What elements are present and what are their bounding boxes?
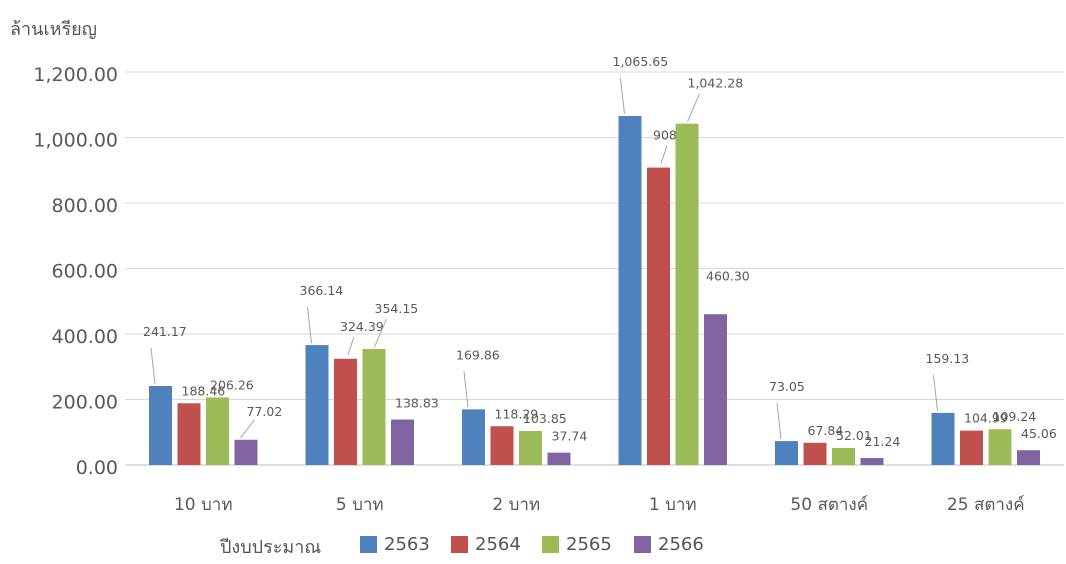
bar [547,452,571,465]
data-label: 77.02 [247,404,283,419]
data-label: 21.24 [865,434,901,449]
data-label: 206.26 [210,377,254,392]
bar [234,439,258,465]
legend-item-2566: 2566 [634,534,704,555]
bar [960,430,983,465]
data-label-leader [620,77,625,115]
data-label: 1,065.65 [613,54,669,69]
data-label: 241.17 [143,324,187,339]
legend: ปีงบประมาณ 2563 2564 2565 2566 [0,534,1066,564]
x-tick-label: 50 สตางค์ [790,495,868,515]
data-label: 1,042.28 [688,76,744,91]
bar [305,345,329,465]
data-label-leader [240,419,255,439]
data-label: 138.83 [395,396,439,411]
legend-item-2564: 2564 [451,534,521,555]
data-label-leader [150,347,156,385]
y-tick-label: 800.00 [52,195,118,217]
legend-swatch-2563 [360,536,377,553]
data-label-leader [374,318,387,348]
data-label: 324.39 [340,319,384,334]
x-tick-label: 2 บาท [492,495,540,515]
data-label: 67.84 [808,423,844,438]
data-label: 460.30 [706,268,750,283]
y-axis-label: ล้านเหรียญ [10,19,98,40]
x-tick-label: 1 บาท [649,495,697,515]
x-tick-label: 25 สตางค์ [947,495,1025,515]
bar [334,358,357,465]
bar [675,123,699,466]
data-label-leader [933,374,938,411]
bar [618,115,642,465]
bar [988,429,1012,465]
legend-swatch-2566 [634,536,651,553]
legend-label-2563: 2563 [384,534,430,555]
bar [931,412,955,465]
data-label: 169.86 [456,347,500,362]
data-label-leader [776,403,782,440]
y-tick-label: 1,200.00 [33,64,118,86]
bar [490,426,514,465]
legend-item-2565: 2565 [542,534,612,555]
x-tick-label: 5 บาท [336,495,384,515]
data-label-leader [463,371,469,408]
data-label: 103.85 [523,411,567,426]
bar [462,409,485,465]
data-label: 109.24 [993,409,1037,424]
y-tick-label: 1,000.00 [33,130,118,152]
y-tick-label: 200.00 [52,392,118,414]
x-tick-label: 10 บาท [174,495,233,515]
y-tick-label: 600.00 [52,261,118,283]
legend-item-2563: 2563 [360,534,430,555]
data-label: 188.46 [182,383,226,398]
legend-label-2565: 2565 [566,534,612,555]
bar [860,458,884,465]
legend-title: ปีงบประมาณ [220,537,322,558]
bar [149,386,172,465]
bar [647,167,670,466]
legend-swatch-2564 [451,536,468,553]
y-tick-label: 0.00 [76,457,118,479]
data-label: 45.06 [1021,426,1057,441]
data-label-leader [307,307,312,344]
bar [206,397,229,465]
data-label-leader [687,93,700,122]
bar [362,349,386,465]
bar [775,441,798,465]
data-label: 52.01 [836,428,872,443]
chart-plot: 0.00 200.00 400.00 600.00 800.00 1,000.00 1,20… [33,54,1064,515]
legend-swatch-2565 [542,536,559,553]
data-label: 366.14 [300,283,344,298]
legend-label-2564: 2564 [475,534,521,555]
legend-label-2566: 2566 [658,534,704,555]
bar [177,403,201,465]
data-label-leader [660,145,668,164]
data-label: 73.05 [769,379,805,394]
data-label: 37.74 [552,429,588,444]
data-label-leader [347,336,355,355]
data-label: 104.99 [964,411,1008,426]
data-label: 159.13 [926,351,970,366]
bar [803,442,827,465]
bar [391,419,414,465]
bar [1017,450,1040,465]
data-label: 354.15 [375,301,419,316]
y-tick-label: 400.00 [52,326,118,348]
bar [519,430,542,465]
bar [832,447,855,465]
bar [704,314,727,465]
data-label: 118.29 [495,406,539,421]
